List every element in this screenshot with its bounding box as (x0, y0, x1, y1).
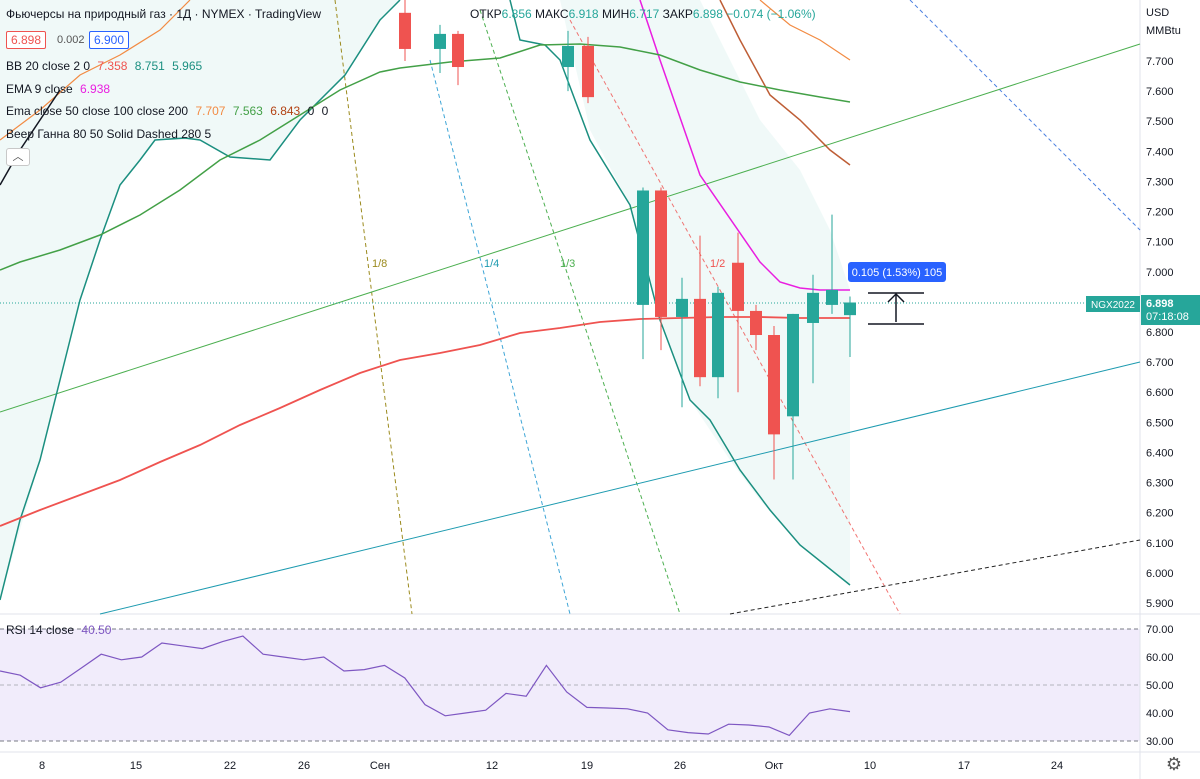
candle-body[interactable] (844, 302, 856, 316)
ohlc-readout: ОТКР6.856 МАКС6.918 МИН6.717 ЗАКР6.898 −… (470, 7, 816, 21)
price-tag (1141, 295, 1200, 325)
price-tick-label: 6.300 (1146, 478, 1174, 490)
rsi-tick-label: 60.00 (1146, 652, 1174, 664)
candle-body[interactable] (452, 33, 464, 68)
price-tick-label: 6.100 (1146, 538, 1174, 550)
price-tag-countdown: 07:18:08 (1146, 311, 1189, 323)
ema-orange-line (0, 0, 191, 141)
date-tick-label: 19 (581, 760, 593, 772)
price-tick-label: 6.700 (1146, 357, 1174, 369)
date-tick-label: 24 (1051, 760, 1063, 772)
price-tick-label: 6.500 (1146, 417, 1174, 429)
price-tick-label: 6.600 (1146, 387, 1174, 399)
gann-legend[interactable]: Веер Ганна 80 50 Solid Dashed 280 5 (6, 127, 212, 141)
candle-body[interactable] (399, 12, 411, 49)
collapse-legend-button[interactable]: ︿ (6, 148, 30, 166)
axis-unit[interactable]: MMBtu (1146, 25, 1181, 37)
axis-currency[interactable]: USD (1146, 7, 1169, 19)
symbol-tag (1086, 296, 1140, 312)
rsi-axis: 70.00 60.00 50.00 40.00 30.00 (1146, 624, 1174, 748)
price-tick-label: 7.600 (1146, 86, 1174, 98)
price-tick-label: 5.900 (1146, 598, 1174, 610)
candle-body[interactable] (694, 298, 706, 378)
date-tick-label: 12 (486, 760, 498, 772)
date-tick-label: 10 (864, 760, 876, 772)
price-tick-label: 6.000 (1146, 568, 1174, 580)
settings-gear-icon[interactable]: ⚙ (1165, 754, 1182, 774)
black-arrow-line (0, 89, 61, 186)
candle-body[interactable] (676, 298, 688, 317)
spread-value: 0.002 (57, 34, 85, 46)
ema9-line (639, 0, 850, 291)
bb-fill (0, 0, 850, 600)
price-tag-value: 6.898 (1146, 298, 1174, 310)
price-tick-label: 6.200 (1146, 508, 1174, 520)
rsi-legend[interactable]: RSI 14 close 40.50 (6, 623, 112, 637)
chart-title[interactable]: Фьючерсы на природный газ · 1Д · NYMEX ·… (6, 7, 321, 21)
ohlc-change: −0.074 (−1.06%) (726, 7, 816, 21)
price-tick-label: 6.400 (1146, 447, 1174, 459)
date-tick-label: 8 (39, 760, 45, 772)
candle-body[interactable] (434, 33, 446, 49)
ema-green-line (0, 43, 851, 271)
gann-line-1-8 (334, 0, 413, 615)
candle-body[interactable] (826, 289, 838, 305)
sell-price-box[interactable]: 6.898 (6, 31, 47, 49)
candle-body[interactable] (807, 292, 819, 323)
bb-legend[interactable]: BB 20 close 2 0 7.358 8.751 5.965 (6, 59, 203, 73)
candle-body[interactable] (750, 310, 762, 336)
gann-line-1-4 (429, 59, 571, 615)
gann-line-1-3 (479, 9, 681, 615)
gann-label: 1/3 (560, 258, 575, 270)
rsi-tick-label: 50.00 (1146, 680, 1174, 692)
time-axis[interactable]: 8 15 22 26 Сен 12 19 26 Окт 10 17 24 (39, 760, 1063, 772)
candle-body[interactable] (768, 335, 780, 435)
candle-body[interactable] (582, 45, 594, 98)
gann-label: 1/8 (372, 258, 387, 270)
price-tick-label: 7.700 (1146, 56, 1174, 68)
candle-body[interactable] (562, 45, 574, 68)
rsi-tick-label: 30.00 (1146, 736, 1174, 748)
date-tick-label: 26 (298, 760, 310, 772)
gann-label: 1/4 (484, 258, 499, 270)
measure-tool[interactable]: 0.105 (1.53%) 105 (848, 262, 946, 325)
price-tick-label: 7.200 (1146, 207, 1174, 219)
price-tick-label: 7.400 (1146, 146, 1174, 158)
candle-body[interactable] (712, 292, 724, 378)
buy-price-box[interactable]: 6.900 (89, 31, 130, 49)
ema-multi-legend[interactable]: Ema close 50 close 100 close 200 7.707 7… (6, 104, 329, 118)
price-axis[interactable]: 7.700 7.600 7.500 7.400 7.300 7.200 7.100 7.000… (1146, 56, 1174, 610)
price-tick-label: 6.800 (1146, 327, 1174, 339)
symbol-tag-text: NGX2022 (1091, 300, 1135, 311)
trend-line-green (0, 43, 1141, 413)
ema-orange-line-2 (759, 0, 851, 61)
price-tick-label: 7.500 (1146, 116, 1174, 128)
ema9-legend[interactable]: EMA 9 close 6.938 (6, 82, 111, 96)
ema50-line (719, 0, 851, 166)
price-tick-label: 7.100 (1146, 237, 1174, 249)
rsi-tick-label: 40.00 (1146, 708, 1174, 720)
candle-body[interactable] (655, 190, 667, 317)
date-tick-label: Сен (370, 760, 390, 772)
gann-label: 1/2 (710, 258, 725, 270)
trend-line-teal (99, 361, 1141, 615)
price-tick-label: 7.000 (1146, 267, 1174, 279)
price-tick-label: 7.300 (1146, 176, 1174, 188)
date-tick-label: 22 (224, 760, 236, 772)
candles (399, 0, 856, 480)
date-tick-label: 15 (130, 760, 142, 772)
measure-label: 0.105 (1.53%) 105 (852, 267, 943, 279)
date-tick-label: Окт (765, 760, 784, 772)
rsi-line (0, 635, 851, 737)
candle-body[interactable] (637, 190, 649, 305)
rsi-tick-label: 70.00 (1146, 624, 1174, 636)
date-tick-label: 26 (674, 760, 686, 772)
date-tick-label: 17 (958, 760, 970, 772)
candle-body[interactable] (787, 313, 799, 417)
candle-body[interactable] (732, 262, 744, 311)
gann-line-blue (909, 0, 1141, 231)
